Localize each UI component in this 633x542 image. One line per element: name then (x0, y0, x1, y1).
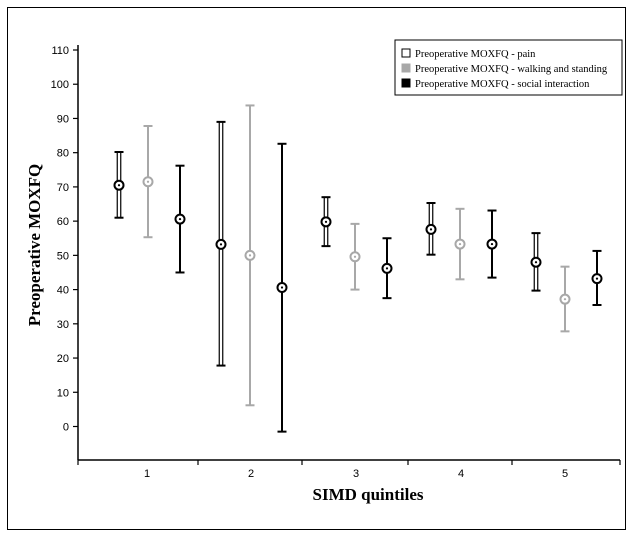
mean-marker-dot (595, 277, 599, 280)
y-tick-label: 80 (57, 148, 69, 160)
error-bar (454, 207, 466, 281)
error-bar (591, 249, 603, 306)
error-bar (425, 201, 437, 256)
error-bar (320, 196, 332, 248)
error-bar (276, 142, 288, 433)
mean-marker-dot (534, 261, 538, 264)
error-bar (381, 237, 393, 300)
y-tick-label: 30 (57, 319, 69, 331)
y-tick-label: 60 (57, 216, 69, 228)
x-tick-label: 2 (248, 468, 254, 480)
y-tick-label: 0 (63, 422, 69, 434)
mean-marker-dot (146, 180, 150, 183)
x-tick-label: 1 (144, 468, 150, 480)
mean-marker-dot (248, 254, 252, 257)
x-tick-label: 4 (458, 468, 464, 480)
legend-label: Preoperative MOXFQ - pain (415, 49, 536, 60)
error-bar (113, 150, 125, 219)
y-tick-label: 110 (51, 45, 69, 57)
error-bar (530, 232, 542, 292)
y-tick-label: 70 (57, 182, 69, 194)
error-bar (559, 265, 571, 333)
y-axis: 0 10 20 30 40 50 60 70 80 90 100 110 (51, 45, 79, 460)
series-layer (113, 104, 603, 433)
mean-marker-dot (458, 242, 462, 246)
error-bar (486, 209, 498, 279)
y-tick-label: 40 (57, 285, 69, 297)
x-tick-label: 3 (353, 468, 359, 480)
y-tick-label: 50 (57, 250, 69, 262)
mean-marker-dot (563, 298, 567, 301)
error-bar (244, 104, 256, 407)
mean-marker-dot (385, 267, 389, 270)
x-tick-label: 5 (562, 468, 568, 480)
error-bar (174, 164, 186, 274)
error-bar (215, 120, 227, 367)
y-tick-label: 100 (51, 79, 69, 91)
legend-label: Preoperative MOXFQ - walking and standin… (415, 64, 608, 75)
y-tick-label: 20 (57, 353, 69, 365)
error-bar (142, 124, 154, 239)
legend: Preoperative MOXFQ - pain Preoperative MO… (394, 39, 623, 96)
error-bar (349, 222, 361, 291)
mean-marker-dot (219, 243, 223, 246)
mean-marker-dot (490, 242, 494, 246)
legend-swatch (401, 78, 411, 88)
legend-box (394, 39, 623, 96)
y-tick-label: 10 (57, 387, 69, 399)
mean-marker-dot (280, 286, 284, 289)
mean-marker-dot (178, 217, 182, 221)
y-axis-title: Preoperative MOXFQ (25, 164, 44, 327)
x-axis-title: SIMD quintiles (313, 485, 424, 504)
y-tick-label: 90 (57, 113, 69, 125)
mean-marker-dot (353, 255, 357, 258)
mean-marker-dot (429, 228, 433, 231)
legend-swatch (401, 48, 411, 58)
x-axis: 1 2 3 4 5 (77, 459, 621, 480)
mean-marker-dot (117, 184, 121, 187)
mean-marker-dot (324, 220, 328, 223)
outer-border (7, 7, 626, 530)
legend-swatch (401, 63, 411, 73)
legend-label: Preoperative MOXFQ - social interaction (415, 79, 590, 90)
